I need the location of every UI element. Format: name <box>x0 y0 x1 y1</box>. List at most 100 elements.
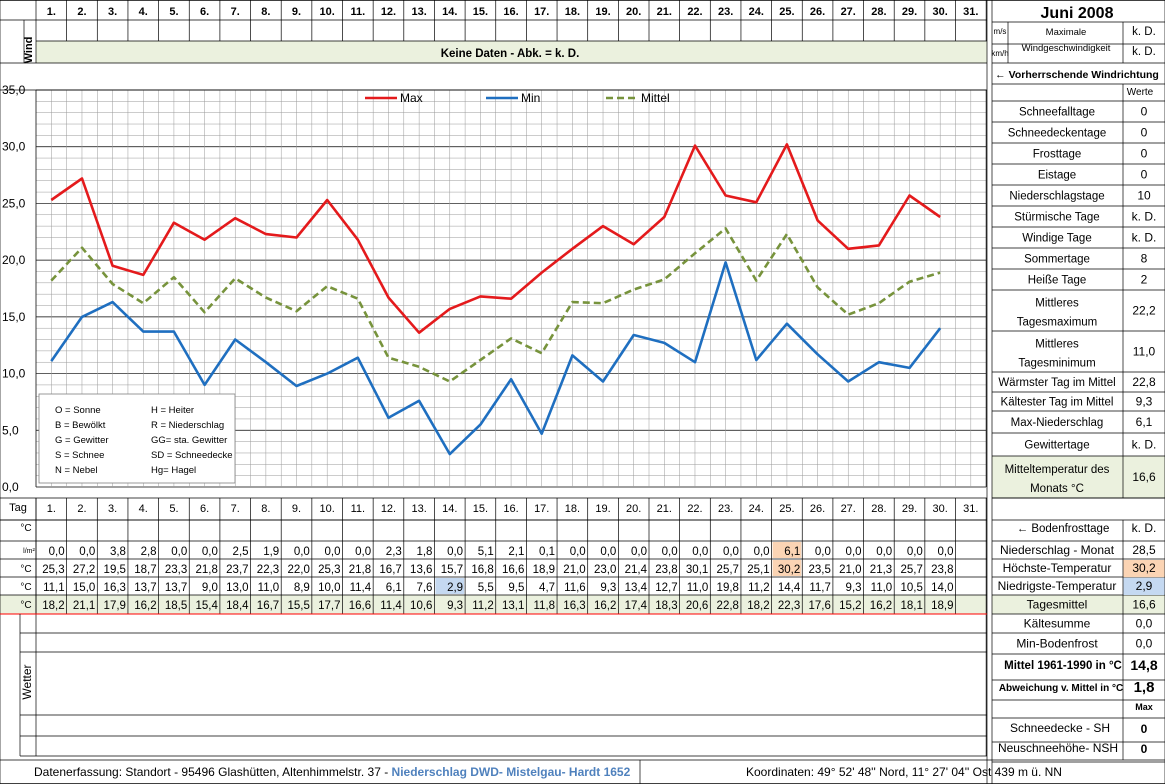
stat-value-13: 6,1 <box>1136 415 1153 429</box>
table-cell-mean: 17,9 <box>104 600 126 612</box>
snow-depth-label: Schneedecke - SH <box>1010 721 1110 735</box>
stat-value-9: 22,2 <box>1132 304 1156 318</box>
table-cell-rain: 0,0 <box>631 546 647 558</box>
table-cell-mean: 17,7 <box>318 600 340 612</box>
wind-max-label-2: Windgeschwindigkeit <box>1022 43 1111 54</box>
stat-label-4: Niederschlagstage <box>1009 191 1104 203</box>
header-day-label: 1. <box>47 6 56 18</box>
y-tick-label: 0,0 <box>2 480 19 494</box>
weather-code-legend-item: SD = Schneedecke <box>151 450 233 461</box>
legend-label-max: Max <box>400 91 423 105</box>
table-cell-mean: 18,9 <box>931 600 953 612</box>
header-day-label: 29. <box>902 6 917 18</box>
header-day-label: 11. <box>350 6 365 18</box>
table-day-label: 3. <box>108 503 117 515</box>
table-cell-mean: 17,4 <box>625 600 648 612</box>
y-tick-label: 5,0 <box>2 423 19 437</box>
stat-value-4: 10 <box>1137 189 1151 203</box>
summary-label-1: Höchste-Temperatur <box>1003 561 1112 575</box>
y-tick-label: 35,0 <box>2 83 26 97</box>
table-cell-min: 12,7 <box>655 582 677 594</box>
table-cell-rain: 0,0 <box>815 546 831 558</box>
table-cell-mean: 18,4 <box>226 600 249 612</box>
series-line-mittel <box>50 227 941 383</box>
summary-value-2: 2,9 <box>1136 579 1153 593</box>
table-cell-max: 19,5 <box>104 564 126 576</box>
header-day-label: 27. <box>841 6 856 18</box>
table-day-label: 19. <box>595 503 610 515</box>
summary-value-0: 28,5 <box>1132 543 1156 557</box>
table-day-label: 1. <box>47 503 56 515</box>
table-cell-rain: 1,8 <box>416 546 432 558</box>
header-day-label: 9. <box>292 6 301 18</box>
header-day-label: 17. <box>534 6 549 18</box>
table-cell-max: 23,8 <box>931 564 953 576</box>
weather-code-legend-item: R = Niederschlag <box>151 420 224 431</box>
new-snow-label: Neuschneehöhe- NSH <box>998 741 1118 755</box>
stat-value-6: k. D. <box>1132 231 1157 245</box>
table-cell-mean: 15,4 <box>196 600 219 612</box>
summary-value-5: 0,0 <box>1136 637 1153 651</box>
legend-label-min: Min <box>521 91 540 105</box>
table-cell-min: 9,0 <box>202 582 218 594</box>
header-day-label: 13. <box>411 6 426 18</box>
table-cell-min: 7,6 <box>416 582 432 594</box>
bodenfrost-label: ← Bodenfrosttage <box>1017 523 1110 535</box>
table-cell-max: 23,8 <box>655 564 677 576</box>
table-cell-min: 6,1 <box>386 582 402 594</box>
stat-label-13: Max-Niederschlag <box>1011 417 1104 429</box>
abweichung-label: Abweichung v. Mittel in °C <box>999 683 1123 694</box>
table-cell-min: 13,4 <box>625 582 648 594</box>
header-day-label: 30. <box>933 6 948 18</box>
table-day-label: 30. <box>933 503 948 515</box>
summary-max-highlight <box>1123 560 1165 577</box>
summary-label-5: Min-Bodenfrost <box>1016 637 1098 651</box>
table-cell-mean: 11,8 <box>534 600 556 612</box>
stat-label-6: Windige Tage <box>1022 233 1091 245</box>
table-cell-rain: 0,0 <box>294 546 310 558</box>
legend-label-mittel: Mittel <box>641 91 670 105</box>
header-day-label: 28. <box>871 6 886 18</box>
table-cell-mean: 18,3 <box>655 600 677 612</box>
stat-value-5: k. D. <box>1132 210 1157 224</box>
y-tick-label: 10,0 <box>2 367 26 381</box>
header-day-label: 22. <box>687 6 702 18</box>
table-cell-max: 13,6 <box>410 564 432 576</box>
summary-label-2: Niedrigste-Temperatur <box>998 579 1117 593</box>
table-day-label: 21. <box>657 503 672 515</box>
table-cell-min: 9,3 <box>600 582 616 594</box>
table-cell-mean: 18,1 <box>900 600 922 612</box>
table-cell-mean: 9,3 <box>447 600 463 612</box>
table-day-label: 6. <box>200 503 209 515</box>
table-cell-min: 14,0 <box>931 582 953 594</box>
table-cell-mean: 16,6 <box>349 600 371 612</box>
table-cell-max: 18,7 <box>134 564 156 576</box>
stat-value-15: 16,6 <box>1132 470 1156 484</box>
table-cell-mean: 18,2 <box>42 600 64 612</box>
table-cell-max: 27,2 <box>73 564 95 576</box>
header-day-label: 21. <box>657 6 672 18</box>
weather-code-legend-item: GG= sta. Gewitter <box>151 435 227 446</box>
table-cell-max: 25,7 <box>900 564 922 576</box>
table-day-label: 7. <box>231 503 240 515</box>
mean-row-band <box>0 595 987 614</box>
wind-value-ms: k. D. <box>1132 26 1156 38</box>
temp-min-highlight <box>435 578 465 594</box>
wetter-label: Wetter <box>20 664 34 699</box>
header-day-label: 4. <box>139 6 148 18</box>
table-cell-rain: 0,0 <box>325 546 341 558</box>
table-cell-mean: 17,6 <box>809 600 831 612</box>
table-cell-rain: 0,0 <box>355 546 371 558</box>
table-cell-rain: 3,8 <box>110 546 126 558</box>
table-cell-max: 16,6 <box>502 564 524 576</box>
header-day-label: 23. <box>718 6 733 18</box>
header-day-label: 3. <box>108 6 117 18</box>
table-cell-max: 25,1 <box>747 564 769 576</box>
table-day-label: 2. <box>77 503 86 515</box>
stat-label-10: Mittleres Tagesminimum <box>1018 339 1095 370</box>
wind-value-kmh: k. D. <box>1132 46 1156 58</box>
unit-max-c: °C <box>20 564 31 575</box>
table-day-label: 26. <box>810 503 825 515</box>
stat-value-10: 11,0 <box>1133 345 1156 359</box>
table-cell-min: 13,7 <box>165 582 187 594</box>
